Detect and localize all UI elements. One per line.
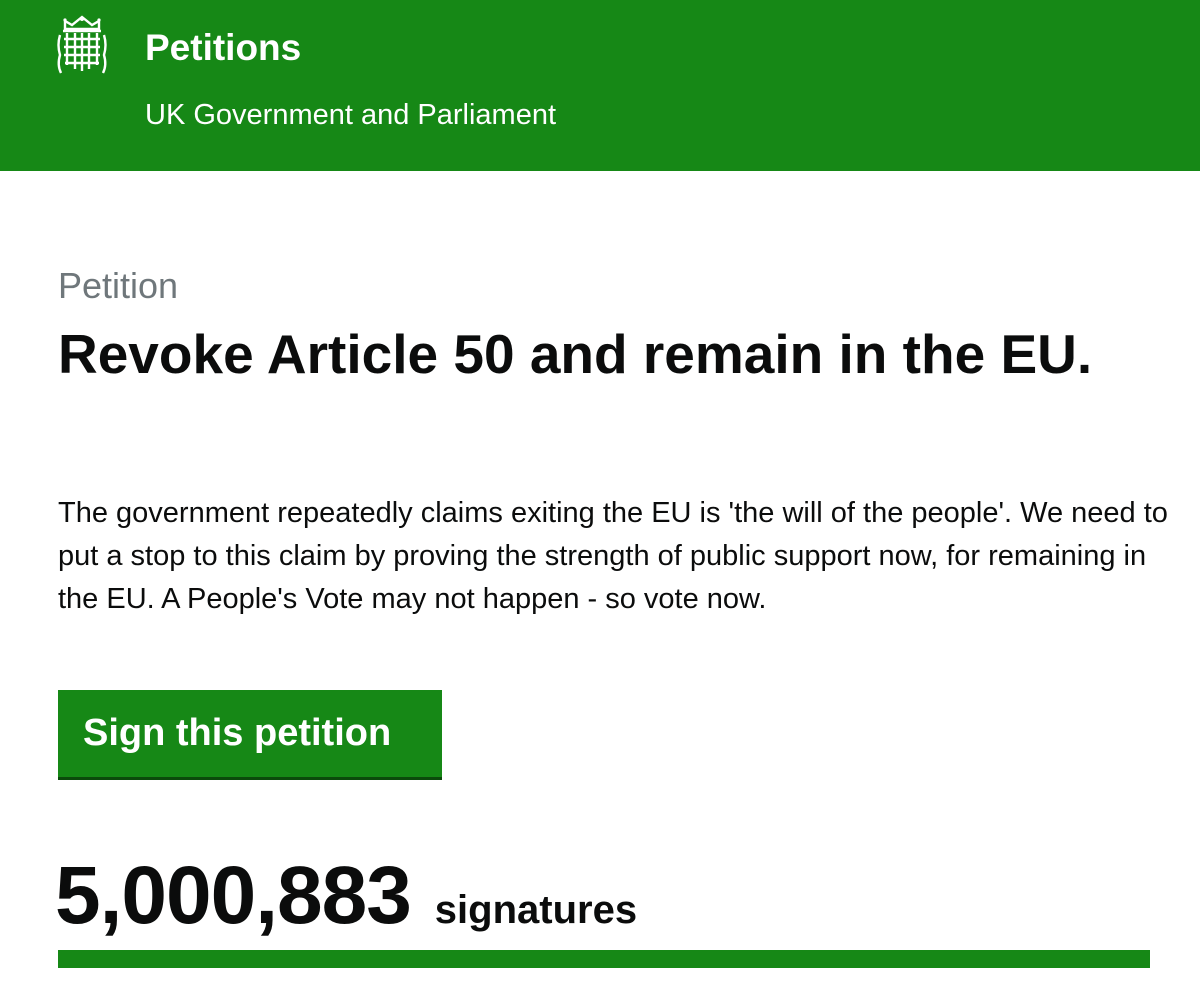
signature-progress-bar <box>58 950 1150 968</box>
portcullis-icon[interactable] <box>55 15 109 77</box>
signature-count: 5,000,883 <box>55 850 412 941</box>
petition-kicker: Petition <box>58 265 179 306</box>
site-title-link[interactable]: Petitions <box>145 27 302 68</box>
site-subtitle: UK Government and Parliament <box>145 99 557 131</box>
site-header: Petitions UK Government and Parliament <box>0 0 1200 171</box>
signature-progress-fill <box>58 950 1150 968</box>
petition-description: The government repeatedly claims exiting… <box>58 497 1168 615</box>
sign-petition-button[interactable]: Sign this petition <box>58 690 442 780</box>
signature-label: signatures <box>434 888 638 932</box>
petition-title: Revoke Article 50 and remain in the EU. <box>58 323 1093 385</box>
signature-count-row: 5,000,883 signatures <box>55 848 637 944</box>
